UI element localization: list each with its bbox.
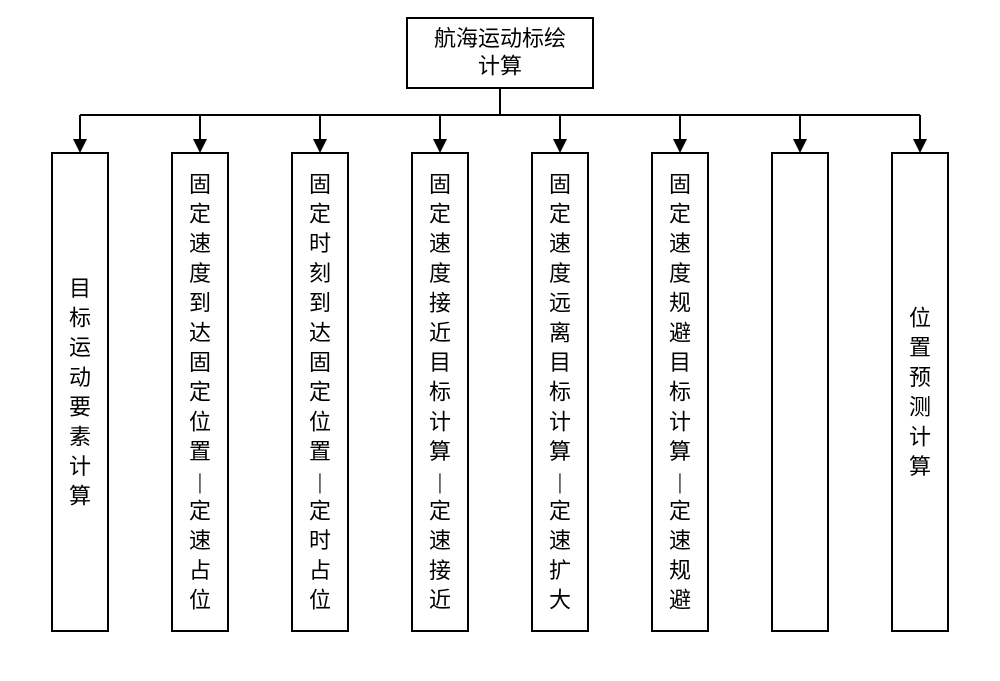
arrowhead bbox=[793, 139, 807, 153]
arrowhead bbox=[193, 139, 207, 153]
arrowhead bbox=[913, 139, 927, 153]
leaf-node-5-label: 固定速度规避目标计算|定速规避 bbox=[669, 172, 691, 613]
arrowhead bbox=[433, 139, 447, 153]
arrowhead bbox=[553, 139, 567, 153]
leaf-node-4-label: 固定速度远离目标计算|定速扩大 bbox=[549, 172, 571, 613]
leaf-node-6 bbox=[772, 153, 828, 631]
arrowhead bbox=[73, 139, 87, 153]
leaf-node-2-label: 固定时刻到达固定位置|定时占位 bbox=[309, 172, 331, 613]
arrowhead bbox=[313, 139, 327, 153]
arrowhead bbox=[673, 139, 687, 153]
leaf-node-0 bbox=[52, 153, 108, 631]
leaf-node-1-label: 固定速度到达固定位置|定速占位 bbox=[189, 172, 211, 613]
leaf-node-7 bbox=[892, 153, 948, 631]
leaf-node-3-label: 固定速度接近目标计算|定速接近 bbox=[429, 172, 451, 613]
